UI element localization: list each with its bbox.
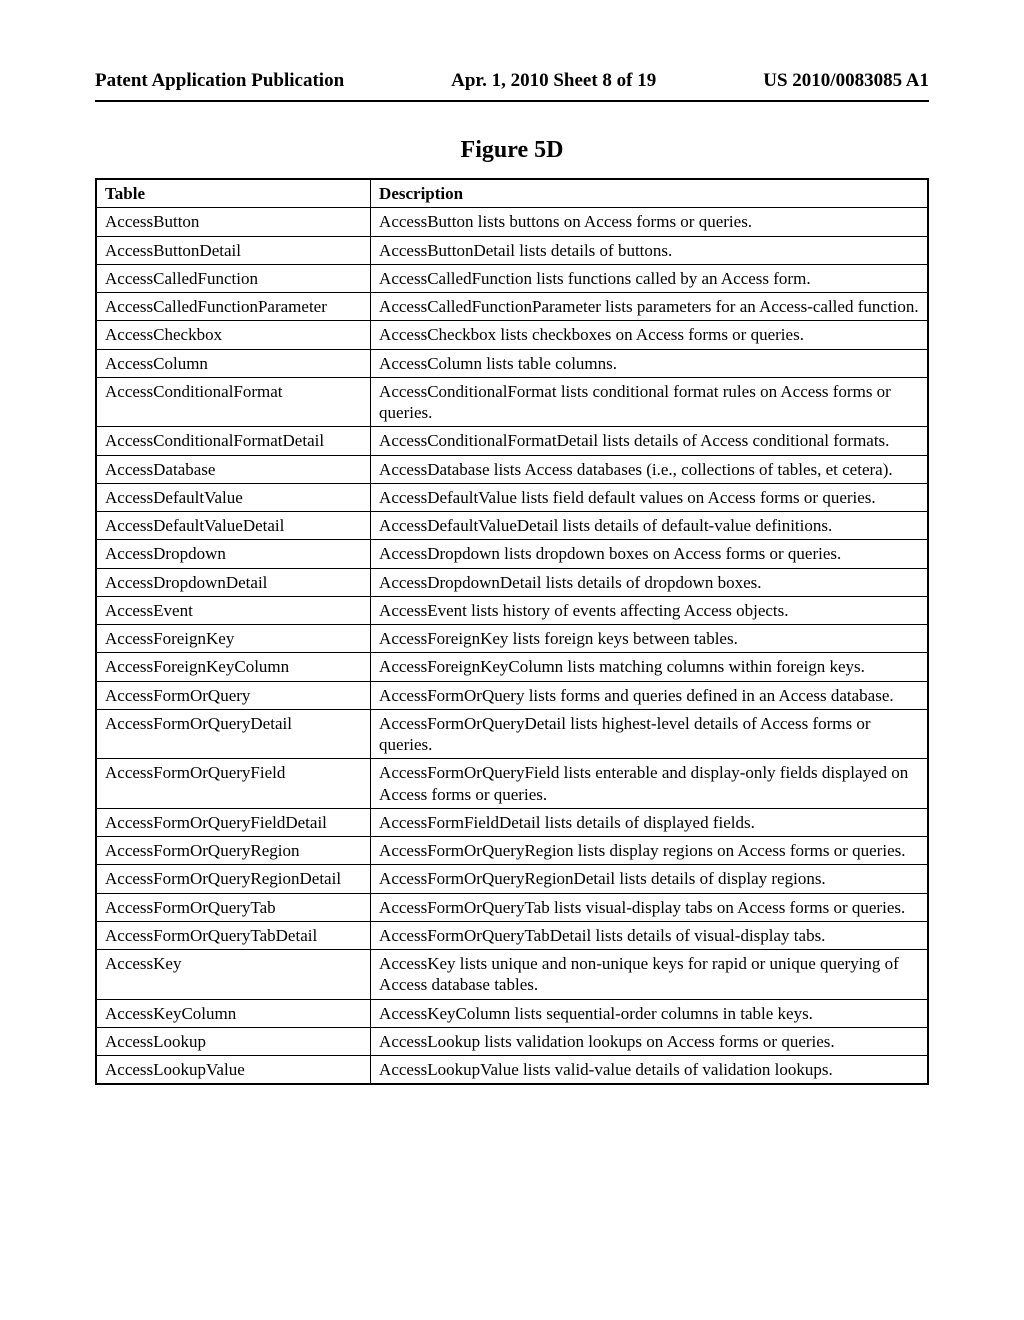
table-row: AccessConditionalFormatAccessConditional…	[96, 377, 928, 427]
cell-table-name: AccessCalledFunctionParameter	[96, 293, 371, 321]
table-row: AccessFormOrQueryDetailAccessFormOrQuery…	[96, 709, 928, 759]
cell-description: AccessFormOrQueryField lists enterable a…	[371, 759, 928, 809]
cell-description: AccessCheckbox lists checkboxes on Acces…	[371, 321, 928, 349]
cell-description: AccessFormOrQueryDetail lists highest-le…	[371, 709, 928, 759]
cell-table-name: AccessFormOrQueryRegion	[96, 837, 371, 865]
cell-description: AccessDefaultValue lists field default v…	[371, 483, 928, 511]
header-right: US 2010/0083085 A1	[763, 70, 929, 92]
cell-description: AccessButton lists buttons on Access for…	[371, 208, 928, 236]
cell-description: AccessColumn lists table columns.	[371, 349, 928, 377]
header-left: Patent Application Publication	[95, 70, 344, 92]
cell-table-name: AccessButtonDetail	[96, 236, 371, 264]
cell-table-name: AccessKeyColumn	[96, 999, 371, 1027]
cell-description: AccessDatabase lists Access databases (i…	[371, 455, 928, 483]
cell-description: AccessCalledFunction lists functions cal…	[371, 264, 928, 292]
cell-table-name: AccessFormOrQueryFieldDetail	[96, 808, 371, 836]
cell-table-name: AccessCheckbox	[96, 321, 371, 349]
table-row: AccessFormOrQueryAccessFormOrQuery lists…	[96, 681, 928, 709]
table-row: AccessColumnAccessColumn lists table col…	[96, 349, 928, 377]
cell-table-name: AccessButton	[96, 208, 371, 236]
table-row: AccessCalledFunctionParameterAccessCalle…	[96, 293, 928, 321]
cell-table-name: AccessConditionalFormatDetail	[96, 427, 371, 455]
cell-description: AccessFormOrQueryTab lists visual-displa…	[371, 893, 928, 921]
table-row: AccessDropdownAccessDropdown lists dropd…	[96, 540, 928, 568]
cell-description: AccessDropdownDetail lists details of dr…	[371, 568, 928, 596]
table-row: AccessDefaultValueDetailAccessDefaultVal…	[96, 512, 928, 540]
table-row: AccessForeignKeyAccessForeignKey lists f…	[96, 625, 928, 653]
cell-description: AccessKeyColumn lists sequential-order c…	[371, 999, 928, 1027]
header-rule	[95, 100, 929, 102]
table-row: AccessDefaultValueAccessDefaultValue lis…	[96, 483, 928, 511]
table-row: AccessDatabaseAccessDatabase lists Acces…	[96, 455, 928, 483]
table-row: AccessFormOrQueryRegionDetailAccessFormO…	[96, 865, 928, 893]
table-row: AccessEventAccessEvent lists history of …	[96, 596, 928, 624]
table-row: AccessFormOrQueryTabDetailAccessFormOrQu…	[96, 921, 928, 949]
cell-description: AccessDefaultValueDetail lists details o…	[371, 512, 928, 540]
cell-table-name: AccessCalledFunction	[96, 264, 371, 292]
cell-description: AccessForeignKey lists foreign keys betw…	[371, 625, 928, 653]
cell-description: AccessEvent lists history of events affe…	[371, 596, 928, 624]
column-header-description: Description	[371, 179, 928, 208]
table-row: AccessFormOrQueryFieldAccessFormOrQueryF…	[96, 759, 928, 809]
cell-table-name: AccessLookupValue	[96, 1056, 371, 1085]
table-row: AccessFormOrQueryTabAccessFormOrQueryTab…	[96, 893, 928, 921]
cell-description: AccessButtonDetail lists details of butt…	[371, 236, 928, 264]
table-row: AccessCheckboxAccessCheckbox lists check…	[96, 321, 928, 349]
cell-table-name: AccessForeignKey	[96, 625, 371, 653]
cell-table-name: AccessConditionalFormat	[96, 377, 371, 427]
table-row: AccessDropdownDetailAccessDropdownDetail…	[96, 568, 928, 596]
table-row: AccessKeyColumnAccessKeyColumn lists seq…	[96, 999, 928, 1027]
table-row: AccessFormOrQueryRegionAccessFormOrQuery…	[96, 837, 928, 865]
cell-description: AccessForeignKeyColumn lists matching co…	[371, 653, 928, 681]
page: Patent Application Publication Apr. 1, 2…	[0, 0, 1024, 1145]
cell-table-name: AccessLookup	[96, 1027, 371, 1055]
cell-description: AccessDropdown lists dropdown boxes on A…	[371, 540, 928, 568]
cell-description: AccessFormFieldDetail lists details of d…	[371, 808, 928, 836]
table-row: AccessFormOrQueryFieldDetailAccessFormFi…	[96, 808, 928, 836]
cell-description: AccessFormOrQueryTabDetail lists details…	[371, 921, 928, 949]
table-row: AccessLookupValueAccessLookupValue lists…	[96, 1056, 928, 1085]
cell-table-name: AccessFormOrQueryTabDetail	[96, 921, 371, 949]
cell-description: AccessKey lists unique and non-unique ke…	[371, 950, 928, 1000]
cell-table-name: AccessFormOrQuery	[96, 681, 371, 709]
table-row: AccessConditionalFormatDetailAccessCondi…	[96, 427, 928, 455]
cell-table-name: AccessKey	[96, 950, 371, 1000]
table-row: AccessCalledFunctionAccessCalledFunction…	[96, 264, 928, 292]
table-row: AccessButtonAccessButton lists buttons o…	[96, 208, 928, 236]
table-header-row: Table Description	[96, 179, 928, 208]
header-center: Apr. 1, 2010 Sheet 8 of 19	[451, 70, 656, 92]
table-row: AccessLookupAccessLookup lists validatio…	[96, 1027, 928, 1055]
column-header-table: Table	[96, 179, 371, 208]
cell-table-name: AccessDefaultValue	[96, 483, 371, 511]
figure-title: Figure 5D	[95, 137, 929, 164]
cell-table-name: AccessFormOrQueryRegionDetail	[96, 865, 371, 893]
table-row: AccessKeyAccessKey lists unique and non-…	[96, 950, 928, 1000]
cell-table-name: AccessDefaultValueDetail	[96, 512, 371, 540]
cell-description: AccessCalledFunctionParameter lists para…	[371, 293, 928, 321]
cell-description: AccessConditionalFormatDetail lists deta…	[371, 427, 928, 455]
cell-description: AccessLookupValue lists valid-value deta…	[371, 1056, 928, 1085]
page-header: Patent Application Publication Apr. 1, 2…	[95, 70, 929, 92]
cell-table-name: AccessDropdown	[96, 540, 371, 568]
cell-description: AccessFormOrQuery lists forms and querie…	[371, 681, 928, 709]
cell-table-name: AccessForeignKeyColumn	[96, 653, 371, 681]
cell-table-name: AccessDatabase	[96, 455, 371, 483]
cell-table-name: AccessFormOrQueryTab	[96, 893, 371, 921]
table-row: AccessForeignKeyColumnAccessForeignKeyCo…	[96, 653, 928, 681]
cell-table-name: AccessColumn	[96, 349, 371, 377]
definition-table: Table Description AccessButtonAccessButt…	[95, 178, 929, 1085]
table-row: AccessButtonDetailAccessButtonDetail lis…	[96, 236, 928, 264]
cell-table-name: AccessDropdownDetail	[96, 568, 371, 596]
cell-table-name: AccessFormOrQueryField	[96, 759, 371, 809]
cell-description: AccessFormOrQueryRegionDetail lists deta…	[371, 865, 928, 893]
cell-table-name: AccessFormOrQueryDetail	[96, 709, 371, 759]
cell-table-name: AccessEvent	[96, 596, 371, 624]
cell-description: AccessLookup lists validation lookups on…	[371, 1027, 928, 1055]
cell-description: AccessConditionalFormat lists conditiona…	[371, 377, 928, 427]
cell-description: AccessFormOrQueryRegion lists display re…	[371, 837, 928, 865]
